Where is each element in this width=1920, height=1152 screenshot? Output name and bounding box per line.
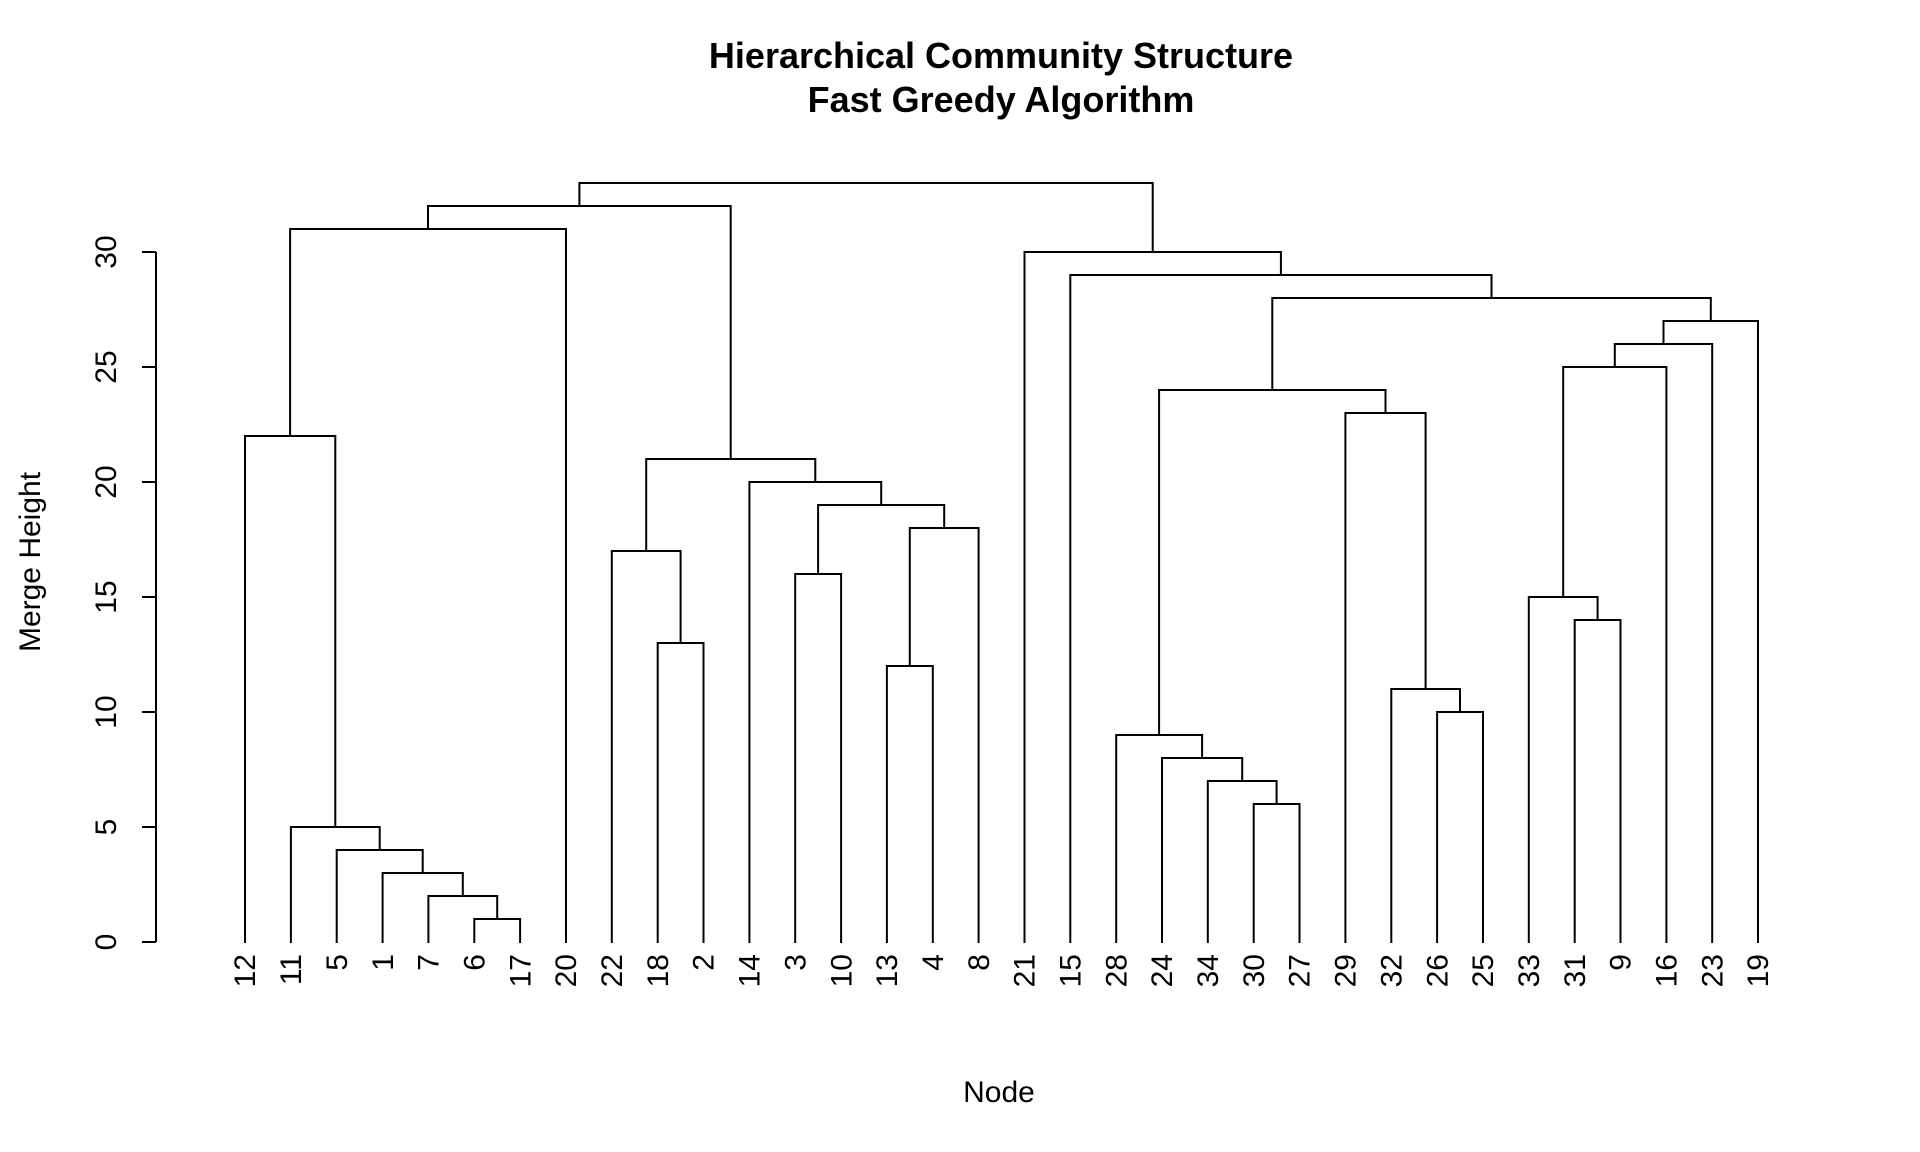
leaf-label: 5	[321, 954, 354, 971]
leaf-label: 3	[779, 954, 812, 971]
y-tick-label: 10	[90, 695, 123, 728]
chart-subtitle: Fast Greedy Algorithm	[808, 79, 1195, 120]
y-tick-label: 25	[90, 350, 123, 383]
leaf-label: 8	[963, 954, 996, 971]
y-tick-label: 15	[90, 580, 123, 613]
leaf-label: 10	[825, 954, 858, 987]
leaf-label: 18	[642, 954, 675, 987]
leaf-label: 31	[1559, 954, 1592, 987]
leaf-label: 15	[1055, 954, 1088, 987]
leaf-label: 28	[1100, 954, 1133, 987]
leaf-label: 6	[459, 954, 492, 971]
leaf-label: 22	[596, 954, 629, 987]
leaf-label: 2	[688, 954, 721, 971]
leaf-labels: 12 11 5 1 7 6 17 20 22 18 2 14 3 10 13 4 8 21 15 28 24 34 30 27…	[229, 954, 1775, 987]
leaf-label: 12	[229, 954, 262, 987]
leaf-label: 19	[1742, 954, 1775, 987]
leaf-label: 17	[504, 954, 537, 987]
leaf-label: 21	[1009, 954, 1042, 987]
leaf-label: 23	[1696, 954, 1729, 987]
dendrogram-lines	[244, 182, 1759, 943]
y-tick-label: 0	[90, 934, 123, 951]
leaf-label: 1	[367, 954, 400, 971]
y-axis-tick-labels: 0 5 10 15 20 25 30	[90, 235, 123, 950]
leaf-label: 16	[1651, 954, 1684, 987]
leaf-label: 32	[1376, 954, 1409, 987]
leaf-label: 33	[1513, 954, 1546, 987]
leaf-label: 26	[1421, 954, 1454, 987]
leaf-label: 7	[413, 954, 446, 971]
leaf-label: 27	[1284, 954, 1317, 987]
y-tick-label: 30	[90, 235, 123, 268]
leaf-label: 29	[1330, 954, 1363, 987]
leaf-label: 34	[1192, 954, 1225, 987]
chart-title: Hierarchical Community Structure	[709, 35, 1293, 76]
leaf-label: 25	[1467, 954, 1500, 987]
y-axis-line	[142, 251, 157, 943]
leaf-label: 9	[1605, 954, 1638, 971]
leaf-label: 13	[871, 954, 904, 987]
x-axis-label: Node	[963, 1076, 1035, 1109]
leaf-label: 4	[917, 954, 950, 971]
y-tick-label: 5	[90, 819, 123, 836]
y-axis-label: Merge Height	[14, 471, 47, 652]
leaf-label: 11	[275, 954, 308, 985]
leaf-label: 14	[734, 954, 767, 987]
leaf-label: 20	[550, 954, 583, 987]
leaf-label: 24	[1146, 954, 1179, 987]
leaf-label: 30	[1238, 954, 1271, 987]
y-tick-label: 20	[90, 465, 123, 498]
